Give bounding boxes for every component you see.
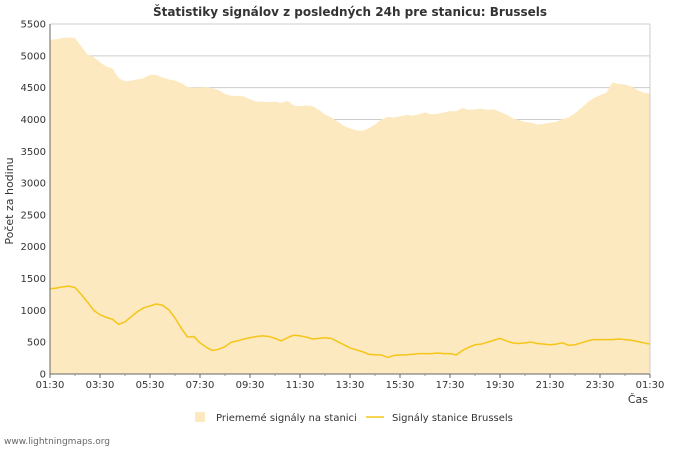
legend-line-label: Signály stanice Brussels xyxy=(392,412,513,424)
x-tick-label: 01:30 xyxy=(636,380,665,391)
y-tick-label: 1500 xyxy=(21,274,46,285)
x-tick-label: 03:30 xyxy=(86,380,115,391)
x-tick-label: 17:30 xyxy=(436,380,465,391)
y-tick-labels: 0 500 1000 1500 2000 2500 3000 3500 4000 4500 5000… xyxy=(21,20,46,381)
x-tick-label: 23:30 xyxy=(586,380,615,391)
x-tick-label: 21:30 xyxy=(536,380,565,391)
x-axis-title: Čas xyxy=(628,393,648,406)
y-tick-label: 4000 xyxy=(21,115,46,126)
legend: Priememé signály na stanici Signály stan… xyxy=(195,412,513,424)
x-tick-label: 11:30 xyxy=(286,380,315,391)
x-tick-label: 09:30 xyxy=(236,380,265,391)
y-tick-label: 4500 xyxy=(21,83,46,94)
x-tick-labels: 01:30 03:30 05:30 07:30 09:30 11:30 13:30 15:30… xyxy=(36,380,665,391)
y-tick-label: 3500 xyxy=(21,147,46,158)
x-tick-label: 05:30 xyxy=(136,380,165,391)
y-tick-label: 2500 xyxy=(21,210,46,221)
y-axis-title: Počet za hodinu xyxy=(3,157,16,244)
y-tick-label: 5000 xyxy=(21,51,46,62)
area-series-station-average xyxy=(50,37,650,374)
y-tick-label: 0 xyxy=(40,370,46,381)
x-tick-label: 15:30 xyxy=(386,380,415,391)
x-tick-label: 19:30 xyxy=(486,380,515,391)
y-tick-label: 1000 xyxy=(21,306,46,317)
legend-area-label: Priememé signály na stanici xyxy=(216,412,357,424)
y-tick-label: 2000 xyxy=(21,242,46,253)
y-tick-label: 3000 xyxy=(21,179,46,190)
line-series-brussels xyxy=(49,285,651,359)
chart-title: Štatistiky signálov z posledných 24h pre… xyxy=(153,4,547,19)
x-tick-label: 01:30 xyxy=(36,380,65,391)
series-layer xyxy=(49,37,651,374)
y-tick-label: 500 xyxy=(27,338,46,349)
footer-credit: www.lightningmaps.org xyxy=(4,437,110,447)
y-tick-label: 5500 xyxy=(21,20,46,31)
axes xyxy=(49,24,651,378)
x-tick-label: 07:30 xyxy=(186,380,215,391)
x-tick-label: 13:30 xyxy=(336,380,365,391)
legend-area-swatch xyxy=(195,412,205,422)
